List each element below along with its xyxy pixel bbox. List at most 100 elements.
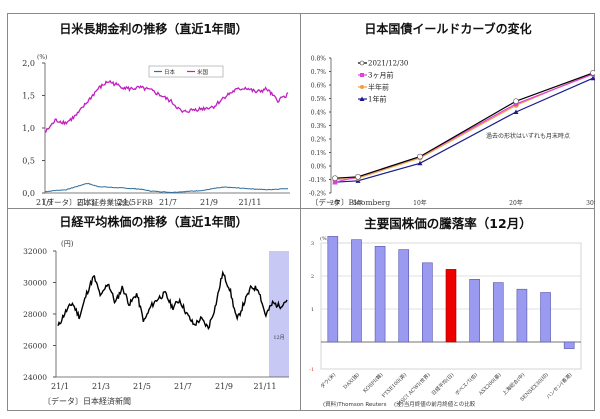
x-tick-label: 30年	[586, 199, 595, 207]
bar	[516, 288, 528, 343]
y-tick-label: 1,5	[22, 92, 35, 101]
x-tick-label: 21/9	[200, 198, 218, 207]
legend-label: 1年前	[368, 95, 386, 104]
bar	[492, 282, 504, 343]
panel-stock-returns: 主要国株価の騰落率（12月） (%) -1 1 2 3 ダウ(米) DAX(独) KOSPI(…	[301, 209, 595, 411]
x-tick-label: 21/1	[36, 198, 54, 207]
panel-title: 日米長期金利の推移（直近1年間）	[59, 22, 248, 36]
bar	[374, 245, 386, 343]
band-label: 12月	[273, 335, 284, 341]
x-tick-label: 21/1	[51, 382, 69, 391]
x-tick-label: 21/5	[133, 382, 151, 391]
bar	[351, 239, 362, 343]
marker-circle	[417, 153, 423, 160]
source-note: 〔データ〕Bloomberg	[311, 198, 391, 207]
december-highlight-band	[269, 251, 289, 377]
marker-circle	[590, 70, 595, 76]
y-tick-label: -1	[309, 367, 314, 373]
legend-us-label: 米国	[197, 68, 209, 76]
x-tick-label: 2年	[330, 199, 340, 207]
legend-marker	[359, 60, 365, 66]
x-tick-label: 21/7	[159, 198, 177, 207]
y-tick-label: 0.3%	[311, 123, 327, 130]
panel-title: 日経平均株価の推移（直近1年間）	[59, 215, 248, 229]
yield-history-chart: (%) 0,0 0,5 1,0 1,5 2,0 21/1 21/3 21/5 21/7 21/9 21…	[22, 54, 290, 207]
y-tick-label: 0.0%	[311, 164, 327, 171]
horizontal-divider	[7, 208, 595, 209]
legend-label: 半年前	[368, 83, 389, 92]
source-note: 〔データ〕日本経済新聞	[43, 397, 131, 406]
legend-marker	[359, 96, 365, 101]
legend-marker	[360, 85, 364, 89]
bar-highlight	[445, 269, 457, 343]
x-category-label: DAX(独)	[342, 371, 361, 390]
y-axis-unit: (%)	[320, 235, 329, 242]
y-tick-label: 2,0	[22, 59, 35, 68]
y-tick-label: 32000	[23, 247, 47, 256]
bar	[540, 292, 551, 343]
x-tick-label: 10年	[413, 199, 427, 207]
y-tick-label: 0.7%	[311, 69, 327, 76]
y-tick-label: 0.8%	[311, 56, 327, 63]
source-note: (資料)Thomson Reuters	[323, 402, 387, 408]
series-line	[334, 77, 594, 183]
marker-triangle	[513, 109, 519, 114]
series-us-line	[44, 79, 289, 133]
panel-nikkei: 日経平均株価の推移（直近1年間） 12月 (円) 24000 26000 28000 30…	[7, 209, 300, 411]
nikkei-chart: 12月 (円) 24000 26000 28000 30000 32000 21/1 21/3 2…	[23, 240, 289, 391]
y-tick-label: 0.6%	[311, 83, 327, 90]
nikkei-line	[57, 270, 288, 331]
x-category-label: ボベスパ(伯)	[454, 371, 479, 396]
panel-yield-curve: 日本国債イールドカーブの変化 -0.2% -0.1% 0.0% 0.1% 0.2% 0.3…	[301, 13, 595, 208]
marker-triangle	[590, 75, 595, 81]
y-tick-label: 0,0	[22, 189, 35, 198]
annotation-note: 過去の形状はいずれも月末時点	[486, 132, 570, 140]
y-tick-label: 1,0	[22, 124, 35, 133]
x-tick-label: 21/3	[77, 198, 95, 207]
panel-title: 日本国債イールドカーブの変化	[364, 22, 532, 36]
y-tick-label: 2	[311, 274, 314, 280]
note: (注)当月終値の前月終値との比較	[394, 402, 476, 408]
x-tick-label: 20年	[509, 199, 523, 207]
marker-square	[332, 180, 338, 185]
y-tick-label: 0.2%	[311, 137, 327, 144]
x-tick-label: 21/3	[92, 382, 110, 391]
y-tick-label: -0.2%	[309, 191, 327, 198]
y-tick-label: 28000	[23, 310, 47, 319]
x-tick-label: 5年	[353, 199, 363, 207]
bar	[398, 249, 410, 343]
y-tick-label: 30000	[23, 279, 47, 288]
legend-box	[148, 65, 224, 78]
x-category-label: 日経平均(日)	[430, 371, 455, 396]
y-tick-label: 0.4%	[311, 110, 327, 117]
x-category-label: KOSPI(韓)	[362, 371, 385, 394]
series-japan-line	[44, 182, 289, 194]
bar	[327, 236, 339, 343]
y-tick-label: 0.1%	[311, 150, 327, 157]
vertical-divider	[300, 13, 301, 411]
legend-label: 3ヶ月前	[368, 71, 393, 80]
chart-grid-frame	[7, 13, 595, 411]
x-tick-label: 21/5	[118, 198, 136, 207]
x-category-label: ASX200(豪)	[476, 371, 502, 397]
x-tick-label: 21/9	[215, 382, 233, 391]
y-tick-label: 0.5%	[311, 96, 327, 103]
y-tick-label: 3	[311, 241, 314, 247]
marker-circle	[513, 98, 519, 104]
x-category-label: 上海総合(中)	[501, 371, 526, 396]
y-tick-label: 26000	[23, 342, 47, 351]
y-axis-unit: (%)	[37, 54, 47, 61]
x-tick-label: 21/11	[253, 382, 276, 391]
x-tick-label: 21/11	[238, 198, 261, 207]
legend-japan-label: 日本	[164, 68, 176, 76]
x-category-label: ダウ(米)	[319, 371, 337, 389]
bar	[563, 341, 575, 349]
y-tick-label: 0,5	[22, 157, 35, 166]
bar	[422, 262, 433, 343]
legend-label: 2021/12/30	[368, 60, 408, 68]
panel-jp-us-yields: 日米長期金利の推移（直近1年間） (%) 0,0 0,5 1,0 1,5 2,0 21/1 2…	[7, 13, 300, 208]
source-note: 〔データ〕日本証券業協会、FRB	[39, 198, 153, 207]
legend-marker	[360, 73, 364, 77]
x-tick-label: 21/7	[174, 382, 192, 391]
bar	[469, 279, 480, 343]
